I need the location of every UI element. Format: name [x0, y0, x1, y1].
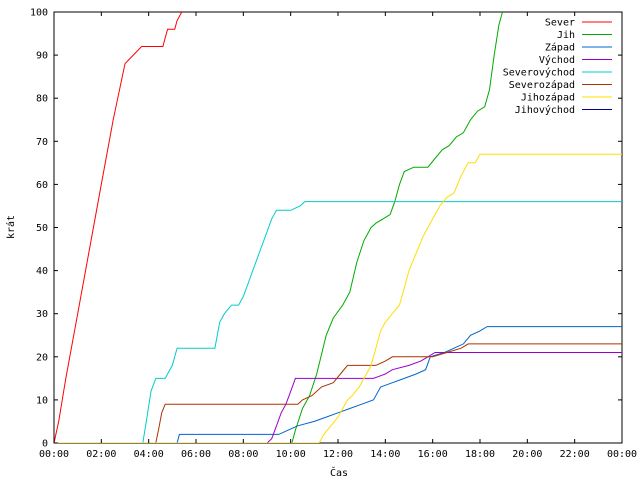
x-tick-label: 00:00 [607, 449, 637, 460]
y-tick-label: 40 [36, 266, 48, 277]
y-axis-label: krát [5, 215, 17, 239]
legend-label: Jih [557, 30, 575, 41]
series-line-2 [54, 326, 622, 443]
y-tick-label: 70 [36, 137, 48, 148]
series-layer [54, 12, 622, 443]
x-tick-label: 06:00 [181, 449, 211, 460]
y-tick-label: 100 [30, 8, 48, 19]
x-tick-label: 02:00 [86, 449, 116, 460]
legend-label: Sever [545, 18, 575, 29]
legend-label: Jihozápad [521, 92, 575, 104]
x-tick-label: 00:00 [39, 449, 69, 460]
x-tick-label: 20:00 [512, 449, 542, 460]
series-line-0 [54, 12, 183, 443]
series-line-3 [54, 352, 622, 443]
x-tick-label: 08:00 [228, 449, 258, 460]
legend-label: Severozápad [509, 79, 575, 91]
legend-label: Severovýchod [503, 67, 575, 79]
series-line-5 [54, 343, 622, 443]
y-tick-label: 50 [36, 223, 48, 234]
y-tick-label: 0 [42, 439, 48, 450]
x-tick-label: 18:00 [465, 449, 495, 460]
x-tick-label: 22:00 [560, 449, 590, 460]
y-tick-label: 90 [36, 51, 48, 62]
x-axis-label: Čas [330, 466, 348, 479]
tick-layer: 00:00 02:00 04:00 06:00 08:00 10:00 12:00 14:00… [30, 8, 637, 461]
legend-label: Západ [545, 42, 575, 54]
x-tick-label: 12:00 [323, 449, 353, 460]
series-line-4 [54, 201, 622, 443]
y-tick-label: 30 [36, 309, 48, 320]
series-line-6 [54, 153, 622, 443]
y-tick-label: 10 [36, 395, 48, 406]
legend-label: Východ [539, 54, 575, 66]
y-tick-label: 20 [36, 352, 48, 363]
legend: SeverJihZápadVýchodSeverovýchodSeverozáp… [503, 18, 612, 116]
x-tick-label: 04:00 [134, 449, 164, 460]
x-tick-label: 14:00 [370, 449, 400, 460]
legend-label: Jihovýchod [515, 104, 575, 116]
x-tick-label: 16:00 [418, 449, 448, 460]
x-tick-label: 10:00 [276, 449, 306, 460]
y-tick-label: 60 [36, 180, 48, 191]
y-tick-label: 80 [36, 94, 48, 105]
